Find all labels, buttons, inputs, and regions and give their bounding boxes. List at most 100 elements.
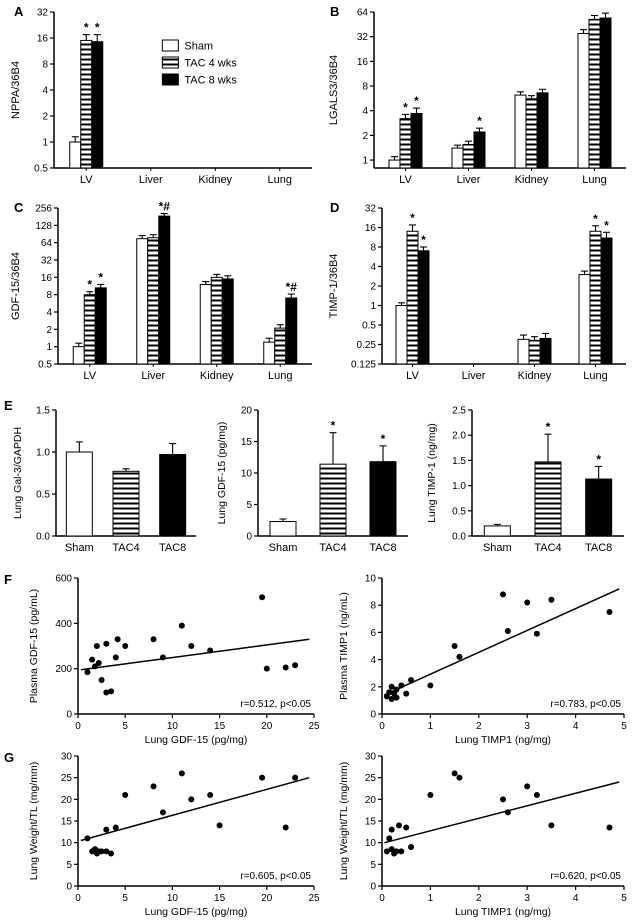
svg-text:*: * — [410, 211, 415, 225]
svg-text:5: 5 — [621, 721, 627, 732]
svg-text:8: 8 — [362, 82, 368, 93]
svg-text:r=0.512, p<0.05: r=0.512, p<0.05 — [240, 699, 311, 710]
svg-text:30: 30 — [365, 752, 377, 763]
svg-text:Liver: Liver — [139, 174, 163, 186]
svg-text:2: 2 — [362, 131, 368, 142]
svg-text:Sham: Sham — [184, 41, 213, 53]
svg-text:32: 32 — [357, 32, 369, 43]
svg-text:25: 25 — [61, 773, 73, 784]
svg-text:0.5: 0.5 — [36, 490, 50, 501]
svg-text:*: * — [381, 432, 386, 446]
svg-text:r=0.620, p<0.05: r=0.620, p<0.05 — [550, 871, 621, 882]
svg-text:TIMP-1/36B4: TIMP-1/36B4 — [328, 254, 340, 319]
svg-text:5: 5 — [66, 860, 72, 871]
svg-text:6: 6 — [370, 628, 376, 639]
svg-text:*: * — [84, 21, 89, 35]
svg-text:0: 0 — [66, 710, 72, 721]
svg-text:1: 1 — [428, 893, 434, 904]
svg-text:4: 4 — [42, 86, 48, 97]
panel-label-g: G — [4, 750, 15, 765]
svg-text:10: 10 — [167, 893, 179, 904]
svg-text:4: 4 — [370, 655, 376, 666]
svg-text:10: 10 — [365, 574, 377, 585]
svg-text:*: * — [596, 452, 601, 466]
svg-text:Lung GDF-15 (pg/mg): Lung GDF-15 (pg/mg) — [216, 422, 228, 525]
svg-text:4: 4 — [362, 106, 368, 117]
svg-text:15: 15 — [241, 437, 253, 448]
svg-text:5: 5 — [122, 721, 128, 732]
svg-text:Lung: Lung — [268, 370, 292, 382]
svg-text:Lung GDF-15 (pg/mg): Lung GDF-15 (pg/mg) — [145, 734, 248, 746]
svg-text:*: * — [98, 271, 103, 285]
svg-text:20: 20 — [365, 795, 377, 806]
svg-text:20: 20 — [241, 406, 253, 417]
svg-text:32: 32 — [365, 204, 377, 215]
svg-text:1.0: 1.0 — [36, 448, 50, 459]
svg-text:10: 10 — [365, 838, 377, 849]
svg-text:TAC4: TAC4 — [112, 542, 139, 554]
panel-b-lgals3-bar-chart: 1 2 4 8 16 32 64 LGALS3/36B4 LV * * Liver * Kidney Lun… — [326, 2, 634, 201]
svg-text:256: 256 — [35, 204, 52, 215]
panel-f-gdf15-scatter: 0 5 10 15 20 25 0 200 400 600 Lung GDF-15 (pg/mg) P… — [26, 570, 326, 753]
svg-text:2: 2 — [476, 893, 482, 904]
svg-text:20: 20 — [261, 893, 273, 904]
svg-text:64: 64 — [41, 238, 53, 249]
svg-text:5: 5 — [246, 500, 252, 511]
svg-text:LV: LV — [406, 370, 419, 382]
svg-text:*: * — [403, 100, 408, 114]
svg-text:2: 2 — [370, 282, 376, 293]
svg-text:LV: LV — [83, 370, 96, 382]
svg-text:16: 16 — [357, 57, 369, 68]
panel-f-timp1-scatter: 0 1 2 3 4 5 0 2 4 6 8 10 Lung TIMP1 (ng/mg) Plasma TI… — [336, 570, 636, 753]
svg-text:0.0: 0.0 — [452, 532, 466, 543]
svg-text:*: * — [546, 420, 551, 434]
panel-label-f: F — [4, 572, 12, 587]
svg-text:15: 15 — [214, 721, 226, 732]
svg-text:*#: *# — [159, 200, 171, 214]
svg-text:Lung TIMP-1 (ng/mg): Lung TIMP-1 (ng/mg) — [426, 423, 438, 523]
svg-text:16: 16 — [41, 273, 53, 284]
svg-text:3: 3 — [524, 721, 530, 732]
svg-text:Lung Weight/TL (mg/mm): Lung Weight/TL (mg/mm) — [338, 762, 350, 880]
panel-label-d: D — [330, 200, 340, 215]
svg-text:*: * — [421, 233, 426, 247]
panel-e-gdf15-bar-chart: 0 5 10 15 20 Lung GDF-15 (pg/mg) Sham TAC4 * TAC8… — [214, 396, 418, 571]
svg-text:*: * — [477, 114, 482, 128]
svg-text:Plasma TIMP1 (ng/mL): Plasma TIMP1 (ng/mL) — [338, 592, 350, 700]
svg-text:LV: LV — [80, 174, 93, 186]
svg-text:*#: *# — [286, 280, 298, 294]
svg-text:16: 16 — [365, 223, 377, 234]
svg-text:Kidney: Kidney — [515, 174, 549, 186]
svg-text:32: 32 — [41, 256, 53, 267]
svg-text:15: 15 — [61, 817, 73, 828]
svg-text:4: 4 — [370, 262, 376, 273]
svg-text:2.0: 2.0 — [452, 431, 466, 442]
svg-text:0.5: 0.5 — [452, 506, 466, 517]
panel-label-a: A — [14, 4, 24, 19]
panel-g-gdf15-scatter: 0 5 10 15 20 25 0 5 10 15 20 25 30 Lung GDF-15 (pg/mg… — [26, 748, 326, 922]
svg-text:Plasma GDF-15 (pg/mL): Plasma GDF-15 (pg/mL) — [28, 589, 40, 703]
svg-text:16: 16 — [37, 34, 49, 45]
panel-label-e: E — [4, 398, 13, 413]
svg-text:*: * — [414, 94, 419, 108]
svg-text:0: 0 — [379, 893, 385, 904]
svg-text:r=0.605, p<0.05: r=0.605, p<0.05 — [240, 871, 311, 882]
svg-text:2: 2 — [46, 325, 52, 336]
svg-text:400: 400 — [55, 619, 72, 630]
svg-text:0: 0 — [379, 721, 385, 732]
svg-text:128: 128 — [35, 221, 52, 232]
svg-text:15: 15 — [365, 817, 377, 828]
svg-text:2: 2 — [370, 682, 376, 693]
svg-text:200: 200 — [55, 664, 72, 675]
svg-text:Liver: Liver — [457, 174, 481, 186]
svg-text:0: 0 — [370, 710, 376, 721]
svg-text:10: 10 — [167, 721, 179, 732]
panel-c-gdf15-bar-chart: 0.5 1 2 4 8 16 32 64 128 256 GDF-15/36B4 LV * * Liver *… — [8, 198, 320, 397]
svg-text:Lung Weight/TL (mg/mm): Lung Weight/TL (mg/mm) — [28, 762, 40, 880]
svg-text:1: 1 — [370, 301, 376, 312]
svg-text:4: 4 — [46, 308, 52, 319]
svg-text:32: 32 — [37, 8, 49, 19]
svg-text:10: 10 — [241, 469, 253, 480]
svg-text:20: 20 — [61, 795, 73, 806]
